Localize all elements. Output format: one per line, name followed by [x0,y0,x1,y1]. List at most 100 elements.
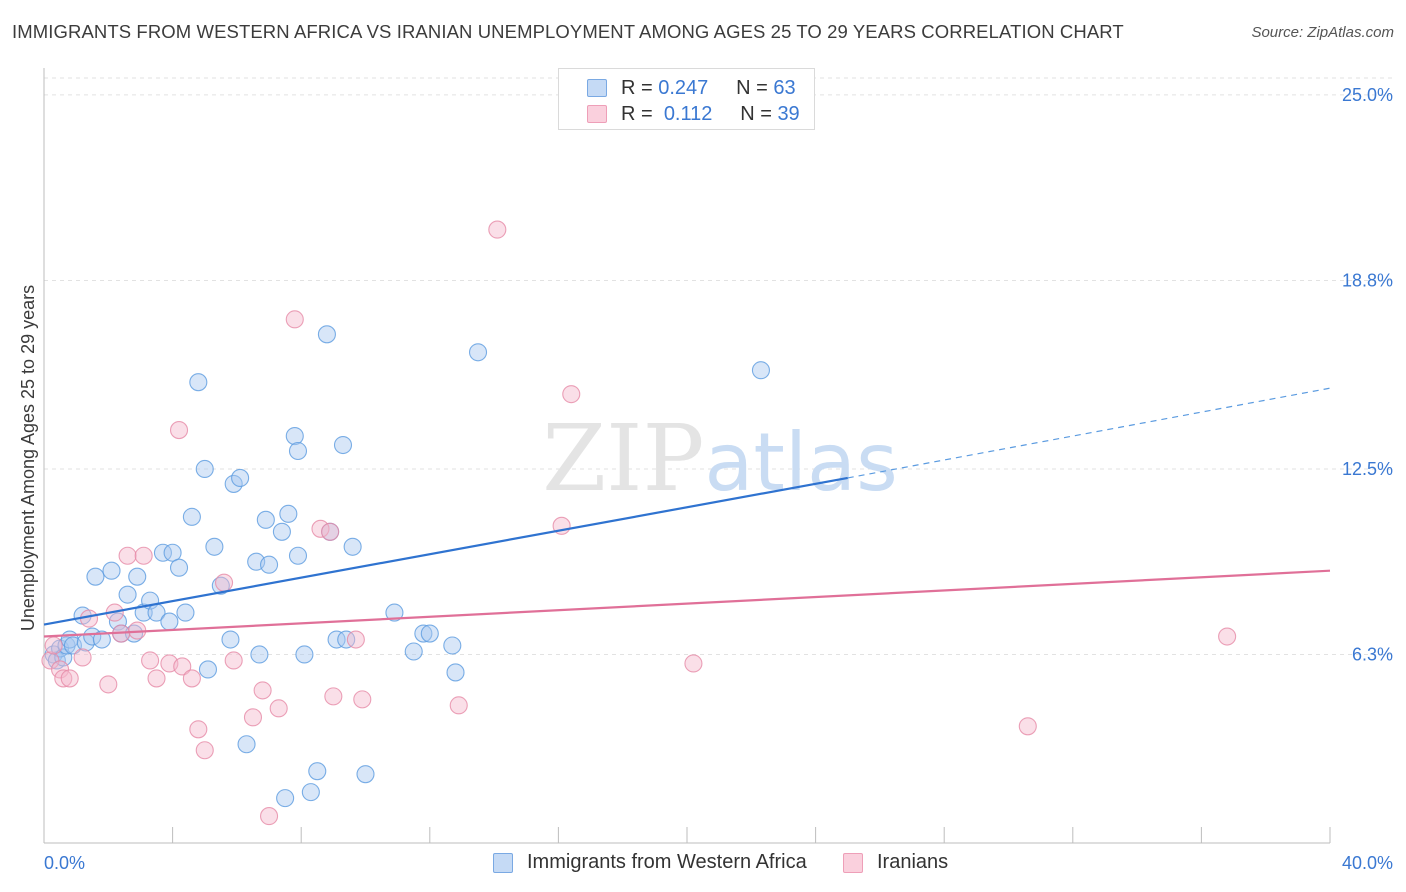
y-axis-label: Unemployment Among Ages 25 to 29 years [18,285,38,631]
data-point [124,624,144,643]
legend-r-value: 0.247 [658,77,709,99]
data-point [211,576,230,595]
data-point [99,675,118,694]
data-point [54,669,73,688]
data-point [221,630,240,649]
data-point [198,660,218,679]
chart-title: IMMIGRANTS FROM WESTERN AFRICA VS IRANIA… [12,21,1124,42]
data-point [141,651,160,670]
data-point [288,441,308,461]
data-point [276,789,295,808]
data-point [86,567,105,586]
data-point [488,220,507,239]
data-point [256,510,275,529]
data-point [195,741,214,760]
data-point [92,630,111,649]
data-point [684,654,703,673]
data-point [272,522,291,541]
trend-line-western-africa [43,476,848,626]
data-point [195,459,214,479]
trend-line-western-africa-extension [847,387,1331,479]
y-tick-label: 6.3% [1352,644,1393,664]
data-point [327,630,346,649]
data-point [353,690,372,709]
legend-n-value: 63 [773,77,796,99]
data-point [346,630,365,649]
data-point [237,735,256,754]
x-tick-labels: 0.0% 40.0% [44,853,1393,873]
data-point [301,783,320,802]
data-point [253,681,272,700]
data-point [404,642,423,661]
bottom-legend-swatch-blue [493,853,513,873]
data-point [79,609,99,628]
data-point [324,687,343,706]
data-point [356,765,375,784]
legend: R = 0.247 N = 63 R = 0.112 N = 39 [558,68,815,130]
data-point [44,636,63,655]
data-point [288,546,308,565]
data-point [259,555,279,574]
trend-line-iranians [43,569,1331,638]
legend-swatch-blue [587,79,607,97]
data-point [317,325,336,344]
data-point [214,573,234,592]
bottom-legend-label: Immigrants from Western Africa [527,851,807,873]
data-point [182,669,201,688]
data-point [751,361,770,380]
data-point [385,603,404,622]
x-tick-label: 0.0% [44,853,85,873]
data-point [224,651,243,670]
data-point [73,648,92,667]
y-tick-label: 18.8% [1342,270,1393,290]
data-point [173,657,192,676]
data-point [295,645,314,664]
data-point [446,663,465,682]
legend-r-value: 0.112 [663,103,713,125]
legend-n-label: N = [740,103,772,125]
data-point [231,468,250,487]
data-point [414,624,433,643]
data-point [102,561,121,580]
data-point [189,373,208,392]
data-point [1218,627,1237,646]
bottom-legend-label: Iranians [877,851,949,873]
series-western-africa-points [44,325,770,808]
watermark: ZIPatlas [542,405,898,512]
data-point [343,537,362,556]
data-point [420,624,439,643]
data-point [153,543,173,562]
data-point [182,507,201,526]
series-iranians-points [41,220,1237,826]
data-point [279,504,298,523]
data-point [449,696,468,715]
data-point [118,585,137,604]
y-tick-label: 12.5% [1342,459,1393,479]
data-point [259,807,279,826]
y-tick-labels: 6.3% 12.5% 18.8% 25.0% [1342,85,1393,665]
data-point [169,558,189,577]
data-point [443,636,462,655]
bottom-legend-swatch-pink [843,853,863,873]
legend-r-label: R = [621,77,653,99]
data-point [562,385,581,404]
data-point [60,669,79,688]
data-point [189,720,208,739]
data-point [333,435,353,455]
legend-swatch-pink [587,105,607,123]
data-point [337,630,356,649]
trend-lines [43,387,1331,638]
legend-n-label: N = [736,77,768,99]
data-point [160,612,179,631]
data-point [308,762,327,781]
data-point [1018,717,1037,736]
legend-r-label: R = [621,103,653,125]
data-point [176,603,195,622]
data-point [169,421,189,440]
x-tick-label: 40.0% [1342,853,1393,873]
data-point [163,543,182,562]
data-point [243,708,263,727]
y-tick-label: 25.0% [1342,85,1393,105]
data-point [128,567,147,586]
